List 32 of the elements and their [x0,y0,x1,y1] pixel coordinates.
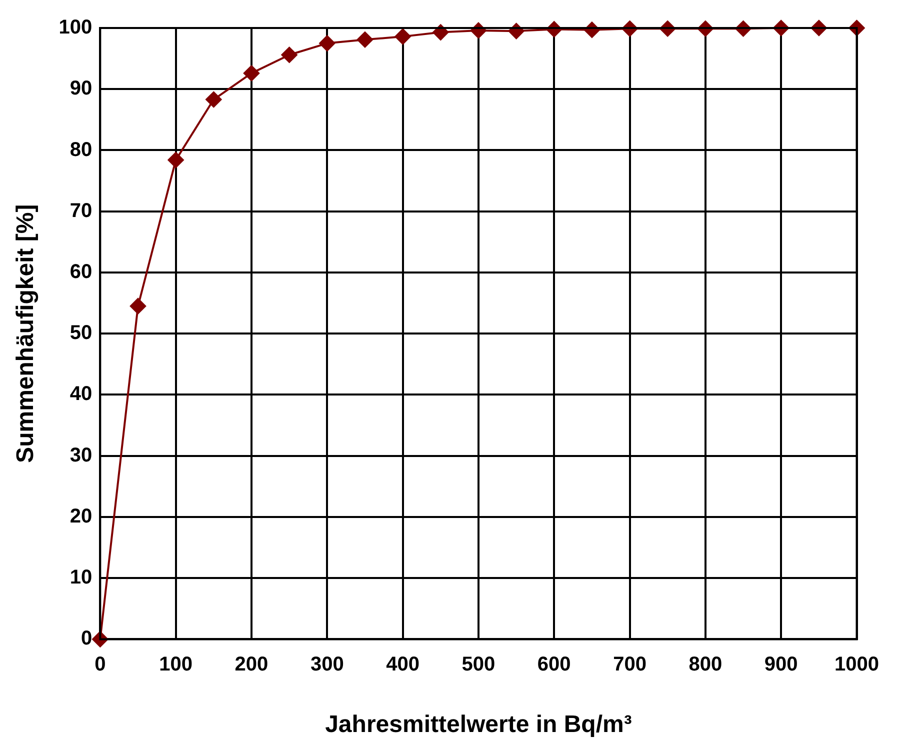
x-tick-label: 600 [537,654,571,676]
point [281,46,298,63]
point [394,28,411,45]
y-tick-label: 30 [70,444,92,466]
y-tick-label: 10 [70,566,92,589]
x-tick-label: 700 [613,654,646,676]
point [243,65,260,82]
y-axis-title: Summenhäufigkeit [%] [12,204,40,463]
x-tick-label: 300 [310,654,344,676]
point [130,298,146,314]
x-tick-label: 1000 [834,654,880,676]
y-tick-label: 0 [81,628,92,650]
x-tick-label: 400 [386,654,420,676]
x-tick-label: 100 [159,654,193,676]
y-tick-label: 50 [70,322,92,344]
y-tick-label: 80 [70,138,92,161]
point [206,92,222,108]
x-tick-label: 200 [234,654,268,676]
y-tick-label: 20 [70,505,92,528]
x-tick-label: 500 [462,654,496,676]
y-tick-label: 40 [70,383,92,406]
y-tick-label: 60 [70,260,92,283]
x-axis-title: Jahresmittelwerte in Bq/m³ [325,711,632,738]
point [356,32,373,48]
point [168,152,184,168]
x-tick-label: 900 [764,654,798,676]
y-tick-label: 70 [70,200,92,222]
y-tick-label: 100 [58,16,92,39]
x-tick-label: 800 [688,654,722,676]
y-tick-label: 90 [70,78,92,100]
point [432,24,449,40]
point [319,35,336,52]
